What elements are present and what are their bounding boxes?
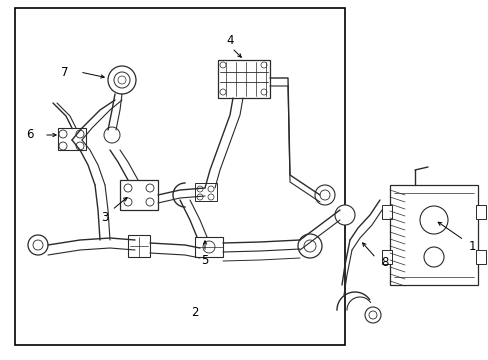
Circle shape bbox=[59, 130, 67, 138]
Circle shape bbox=[423, 247, 443, 267]
Circle shape bbox=[59, 142, 67, 150]
Circle shape bbox=[76, 130, 84, 138]
Circle shape bbox=[124, 198, 132, 206]
Circle shape bbox=[314, 185, 334, 205]
Circle shape bbox=[207, 194, 214, 200]
Circle shape bbox=[207, 186, 214, 192]
Circle shape bbox=[261, 89, 266, 95]
Text: 6: 6 bbox=[26, 129, 34, 141]
Text: 4: 4 bbox=[226, 33, 233, 46]
Bar bbox=[195, 183, 217, 201]
Circle shape bbox=[203, 241, 215, 253]
Circle shape bbox=[28, 235, 48, 255]
Circle shape bbox=[114, 72, 130, 88]
Text: 1: 1 bbox=[468, 239, 475, 252]
Circle shape bbox=[220, 62, 225, 68]
Circle shape bbox=[108, 66, 136, 94]
Circle shape bbox=[297, 234, 321, 258]
Circle shape bbox=[197, 194, 203, 200]
Bar bbox=[389, 185, 477, 285]
Circle shape bbox=[76, 142, 84, 150]
Bar bbox=[58, 128, 86, 150]
Circle shape bbox=[146, 198, 154, 206]
Bar bbox=[195, 237, 223, 257]
Text: 5: 5 bbox=[201, 253, 208, 266]
Circle shape bbox=[364, 307, 380, 323]
Circle shape bbox=[220, 89, 225, 95]
Text: 2: 2 bbox=[191, 306, 198, 319]
Circle shape bbox=[319, 190, 329, 200]
Bar bbox=[475, 250, 485, 264]
Circle shape bbox=[304, 240, 315, 252]
Bar bbox=[381, 205, 391, 219]
Circle shape bbox=[104, 127, 120, 143]
Bar bbox=[120, 180, 158, 210]
Text: 8: 8 bbox=[381, 256, 388, 269]
Circle shape bbox=[197, 186, 203, 192]
Text: 3: 3 bbox=[101, 211, 108, 225]
Circle shape bbox=[261, 62, 266, 68]
Circle shape bbox=[419, 206, 447, 234]
Bar bbox=[218, 60, 269, 98]
Circle shape bbox=[334, 205, 354, 225]
Bar bbox=[128, 235, 150, 257]
Circle shape bbox=[124, 184, 132, 192]
Bar bbox=[15, 8, 345, 345]
Text: 7: 7 bbox=[61, 66, 69, 78]
Circle shape bbox=[146, 184, 154, 192]
Bar bbox=[381, 250, 391, 264]
Circle shape bbox=[118, 76, 126, 84]
Circle shape bbox=[368, 311, 376, 319]
Bar bbox=[475, 205, 485, 219]
Circle shape bbox=[33, 240, 43, 250]
